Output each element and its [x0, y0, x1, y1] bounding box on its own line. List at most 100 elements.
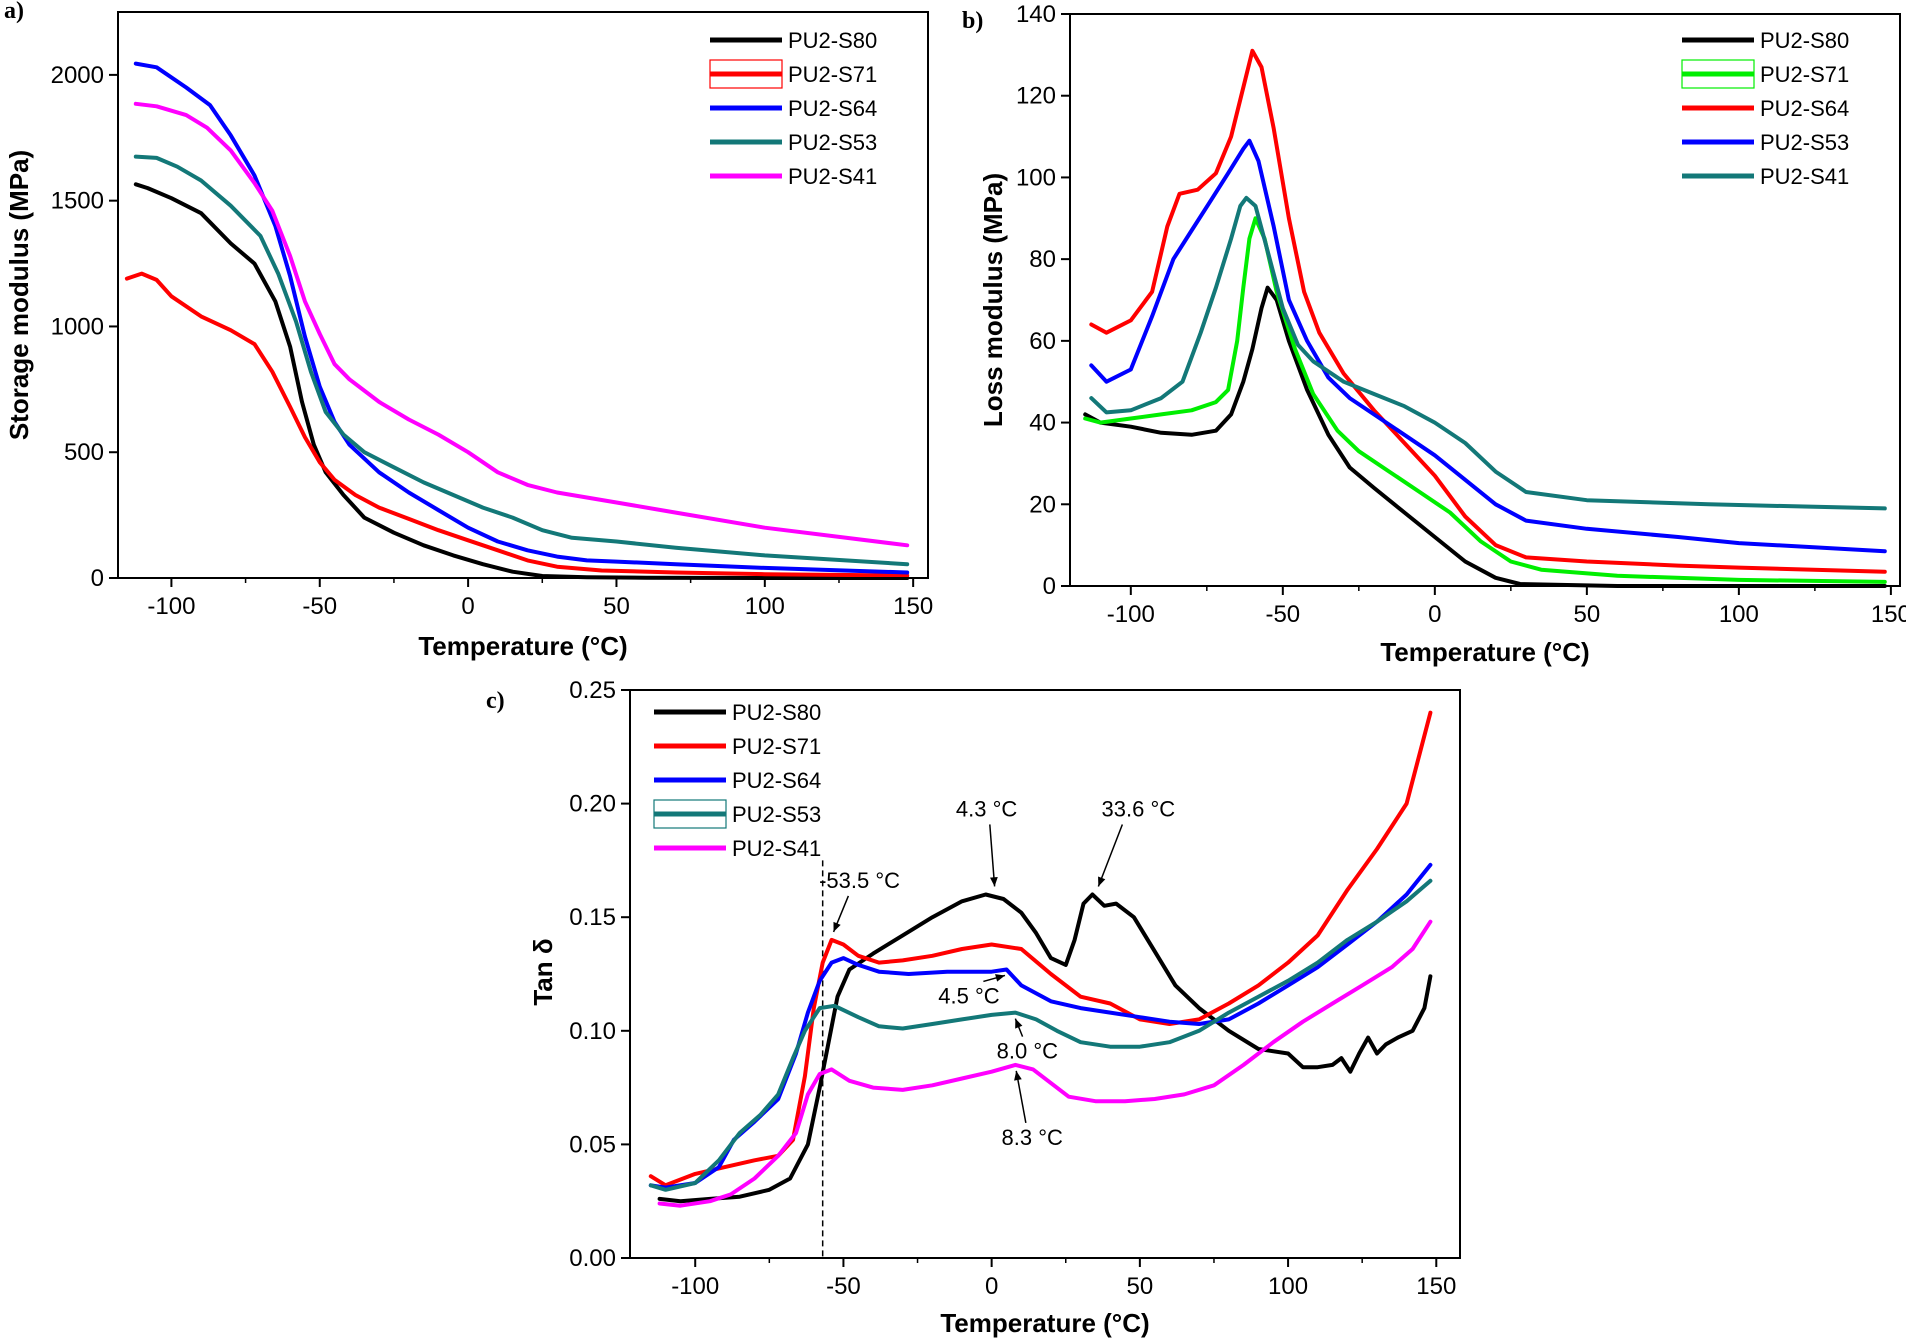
y-tick-label: 0.20	[569, 791, 616, 818]
series-line-pu2-s41	[657, 919, 1433, 1208]
legend-item-pu2-s80: PU2-S80	[710, 28, 877, 53]
x-tick-label: 150	[1871, 601, 1906, 628]
y-tick-label: 0	[1043, 573, 1056, 600]
legend-item-pu2-s41: PU2-S41	[710, 164, 877, 189]
y-tick-label: 0.25	[569, 677, 616, 704]
legend-label: PU2-S71	[1760, 62, 1849, 87]
annotation: 33.6 °C	[1097, 796, 1176, 887]
annotation-label: 33.6 °C	[1102, 796, 1176, 821]
y-tick-label: 2000	[51, 62, 104, 89]
panel-b-lines	[1083, 48, 1887, 588]
legend-item-pu2-s53: PU2-S53	[710, 130, 877, 155]
legend-item-pu2-s53: PU2-S53	[1682, 130, 1849, 155]
panel-b-legend: PU2-S80 PU2-S71 PU2-S64 PU2-S53 PU2-S41	[1681, 28, 1849, 189]
panel-a-yticks: 0 500 1000 1500 2000	[51, 62, 118, 592]
annotation: 8.0 °C	[997, 1018, 1058, 1064]
legend-label: PU2-S80	[732, 700, 821, 725]
legend-label: PU2-S41	[732, 836, 821, 861]
legend-label: PU2-S80	[788, 28, 877, 53]
x-tick-label: 0	[985, 1273, 998, 1300]
legend-label: PU2-S41	[1760, 164, 1849, 189]
x-tick-label: 0	[1428, 601, 1441, 628]
y-tick-label: 1000	[51, 313, 104, 340]
y-tick-label: 1500	[51, 188, 104, 215]
annotation: 4.5 °C	[938, 974, 1006, 1008]
panel-c-label: c)	[486, 688, 505, 714]
legend-item-pu2-s41: PU2-S41	[654, 836, 821, 861]
legend-label: PU2-S53	[788, 130, 877, 155]
annotation-arrow	[989, 824, 996, 887]
legend-label: PU2-S64	[788, 96, 877, 121]
legend-item-pu2-s71: PU2-S71	[654, 734, 821, 759]
panel-a-ylabel: Storage modulus (MPa)	[4, 150, 34, 440]
legend-item-pu2-s41: PU2-S41	[1682, 164, 1849, 189]
annotation: 4.3 °C	[956, 796, 1017, 887]
annotation-arrowhead	[1014, 1070, 1022, 1081]
legend-item-pu2-s71: PU2-S71	[709, 59, 877, 89]
panel-c-yticks: 0.00 0.05 0.10 0.15 0.20 0.25	[569, 677, 630, 1272]
x-tick-label: 100	[745, 593, 785, 620]
series-line-pu2-s53	[1089, 138, 1887, 554]
legend-label: PU2-S80	[1760, 28, 1849, 53]
series-line-pu2-s41	[133, 101, 910, 548]
panel-c-legend: PU2-S80 PU2-S71 PU2-S64 PU2-S53 PU2-S41	[653, 700, 821, 861]
y-tick-label: 20	[1029, 491, 1056, 518]
series-line-pu2-s41	[1089, 195, 1887, 511]
y-tick-label: 80	[1029, 246, 1056, 273]
y-tick-label: 0	[91, 565, 104, 592]
legend-item-pu2-s64: PU2-S64	[710, 96, 877, 121]
x-tick-label: -50	[1265, 601, 1300, 628]
annotation-label: 8.0 °C	[997, 1039, 1058, 1064]
series-line-pu2-s71	[124, 271, 910, 578]
x-tick-label: -50	[826, 1273, 861, 1300]
y-tick-label: 40	[1029, 410, 1056, 437]
annotation-arrow	[1097, 824, 1124, 887]
panel-c-annotations: -53.5 °C 4.3 °C 33.6 °C 4.5 °C 8.0 °C 8.3 °C	[819, 796, 1175, 1149]
legend-label: PU2-S71	[788, 62, 877, 87]
panel-b-yticks: 0 20 40 60 80 100 120 140	[1016, 1, 1070, 600]
y-tick-label: 0.00	[569, 1245, 616, 1272]
series-line-pu2-s80	[1083, 285, 1887, 588]
panel-c-xticks: -100 -50 0 50 100 150	[671, 1258, 1456, 1300]
annotation-arrowhead	[995, 974, 1005, 982]
series-line-pu2-s53	[648, 878, 1433, 1192]
annotation-arrowhead	[1098, 876, 1106, 887]
y-tick-label: 0.10	[569, 1018, 616, 1045]
annotation-label: 8.3 °C	[1002, 1125, 1063, 1150]
panel-c: c) -100 -50 0 50 100 150 0.00 0.05 0.10 0.15 0.20…	[486, 677, 1461, 1338]
x-tick-label: 50	[603, 593, 630, 620]
panel-a: a) -100 -50 0 50 100 150 0 500 1000 1500 2000 Tem…	[4, 0, 933, 661]
legend-item-pu2-s53: PU2-S53	[653, 799, 821, 829]
legend-item-pu2-s64: PU2-S64	[1682, 96, 1849, 121]
legend-label: PU2-S53	[732, 802, 821, 827]
panel-c-ylabel: Tan δ	[528, 938, 558, 1005]
y-tick-label: 0.05	[569, 1131, 616, 1158]
x-tick-label: 150	[1416, 1273, 1456, 1300]
panel-b: b) -100 -50 0 50 100 150 0 20 40 60 80 100 120 140 T…	[962, 1, 1906, 667]
legend-item-pu2-s80: PU2-S80	[654, 700, 821, 725]
panel-b-frame	[1069, 13, 1901, 587]
panel-b-ylabel: Loss modulus (MPa)	[978, 173, 1008, 427]
legend-label: PU2-S53	[1760, 130, 1849, 155]
annotation-arrowhead	[1015, 1018, 1023, 1029]
panel-c-xlabel: Temperature (°C)	[940, 1308, 1149, 1338]
y-tick-label: 140	[1016, 1, 1056, 28]
legend-item-pu2-s80: PU2-S80	[1682, 28, 1849, 53]
series-line-pu2-s80	[657, 892, 1433, 1204]
panel-a-frame	[117, 11, 929, 579]
x-tick-label: -50	[302, 593, 337, 620]
x-tick-label: 50	[1573, 601, 1600, 628]
y-tick-label: 500	[64, 439, 104, 466]
panel-a-label: a)	[4, 0, 24, 24]
y-tick-label: 100	[1016, 164, 1056, 191]
panel-b-xlabel: Temperature (°C)	[1380, 637, 1589, 667]
y-tick-label: 60	[1029, 328, 1056, 355]
annotation-label: 4.3 °C	[956, 796, 1017, 821]
annotation: -53.5 °C	[819, 868, 900, 933]
annotation-label: 4.5 °C	[938, 983, 999, 1008]
x-tick-label: 150	[893, 593, 933, 620]
annotation-label: -53.5 °C	[819, 868, 900, 893]
series-line-pu2-s64	[1089, 48, 1887, 574]
